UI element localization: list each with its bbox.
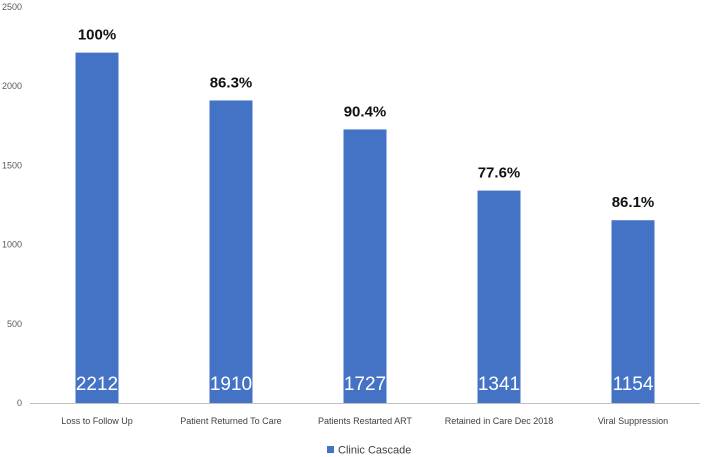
y-tick-label: 2000 [2, 81, 22, 91]
bar [209, 100, 253, 404]
x-category-label: Patient Returned To Care [180, 416, 281, 426]
x-category-label: Retained in Care Dec 2018 [445, 416, 554, 426]
bar-value-label: 1154 [613, 374, 654, 395]
bar-value-label: 2212 [76, 374, 118, 395]
legend: Clinic Cascade [327, 445, 411, 457]
bar [611, 220, 655, 403]
x-axis: Loss to Follow Up Patient Returned To Car… [30, 403, 700, 426]
bar-value-label: 1910 [210, 374, 252, 395]
legend-swatch [327, 446, 334, 453]
bar [477, 190, 521, 403]
bars-group: 2212 100% 1910 86.3% 1727 90.4% 1341 77.6% 1154 8… [75, 27, 655, 404]
y-tick-label: 1500 [2, 160, 22, 170]
bar-percent-label: 86.3% [210, 74, 253, 91]
y-tick-label: 1000 [2, 240, 22, 250]
bar-value-label: 1341 [478, 374, 520, 395]
bar [75, 52, 119, 403]
y-axis: 0 500 1000 1500 2000 2500 [2, 2, 22, 408]
bar-percent-label: 90.4% [344, 103, 387, 120]
bar-percent-label: 100% [78, 27, 116, 44]
x-category-label: Patients Restarted ART [318, 416, 412, 426]
legend-label: Clinic Cascade [338, 445, 411, 457]
x-category-label: Loss to Follow Up [61, 416, 133, 426]
bar-percent-label: 77.6% [478, 165, 521, 182]
y-tick-label: 0 [17, 398, 22, 408]
bar [343, 129, 387, 403]
bar-value-label: 1727 [344, 374, 386, 395]
y-tick-label: 2500 [2, 2, 22, 12]
bar-percent-label: 86.1% [612, 194, 655, 211]
x-category-label: Viral Suppression [598, 416, 668, 426]
y-tick-label: 500 [7, 319, 22, 329]
